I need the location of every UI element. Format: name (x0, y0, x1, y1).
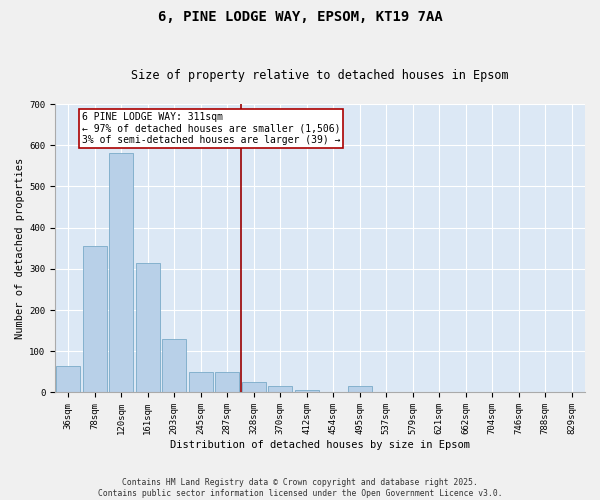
Y-axis label: Number of detached properties: Number of detached properties (15, 158, 25, 339)
Text: 6 PINE LODGE WAY: 311sqm
← 97% of detached houses are smaller (1,506)
3% of semi: 6 PINE LODGE WAY: 311sqm ← 97% of detach… (82, 112, 340, 146)
Title: Size of property relative to detached houses in Epsom: Size of property relative to detached ho… (131, 69, 509, 82)
Bar (295, 390, 319, 392)
Bar (188, 372, 213, 392)
Bar (162, 339, 187, 392)
Bar (136, 262, 160, 392)
Bar (268, 386, 292, 392)
X-axis label: Distribution of detached houses by size in Epsom: Distribution of detached houses by size … (170, 440, 470, 450)
Bar (215, 372, 239, 392)
Bar (242, 382, 266, 392)
Bar (347, 386, 372, 392)
Text: Contains HM Land Registry data © Crown copyright and database right 2025.
Contai: Contains HM Land Registry data © Crown c… (98, 478, 502, 498)
Bar (83, 246, 107, 392)
Bar (109, 154, 133, 392)
Text: 6, PINE LODGE WAY, EPSOM, KT19 7AA: 6, PINE LODGE WAY, EPSOM, KT19 7AA (158, 10, 442, 24)
Bar (56, 366, 80, 392)
